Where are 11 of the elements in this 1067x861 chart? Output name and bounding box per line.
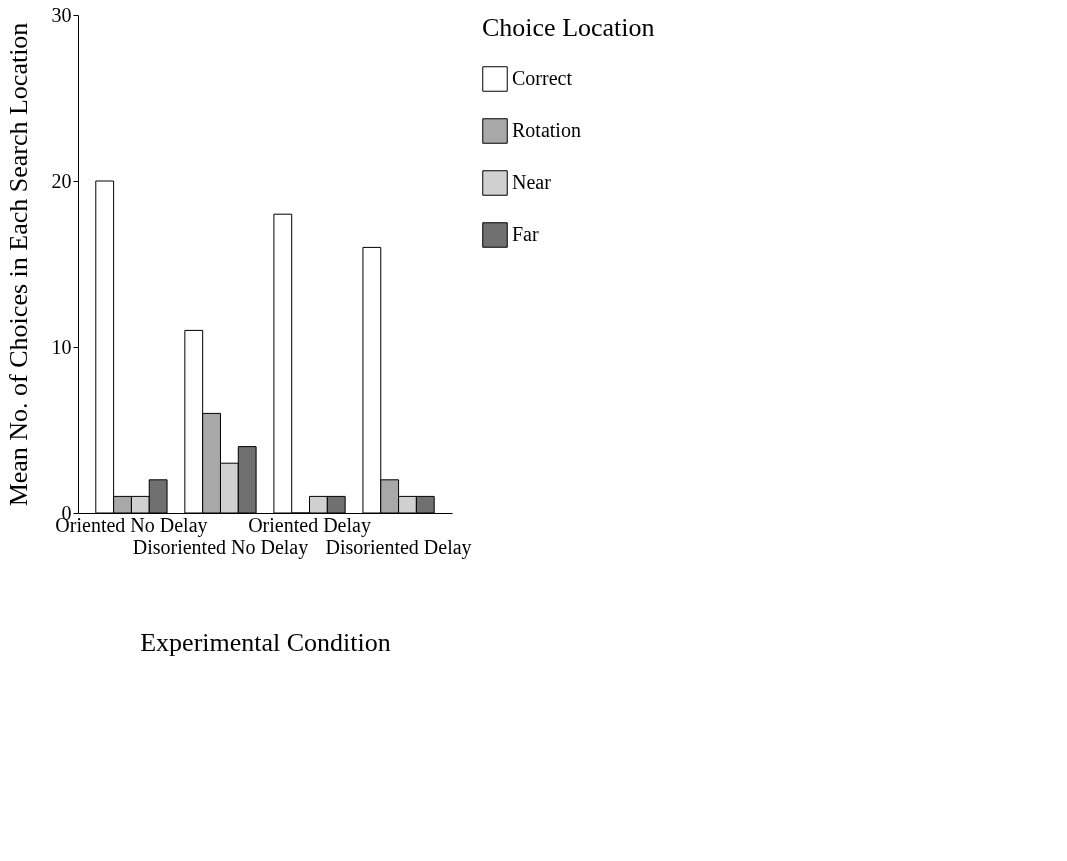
legend-label: Correct bbox=[512, 67, 573, 89]
y-tick-label: 30 bbox=[51, 3, 72, 26]
x-tick-label: Oriented Delay bbox=[248, 513, 371, 537]
y-axis-title: Mean No. of Choices in Each Search Location bbox=[3, 22, 33, 507]
legend-label: Far bbox=[512, 223, 539, 245]
y-tick-label: 20 bbox=[51, 169, 72, 192]
legend-label: Rotation bbox=[512, 119, 581, 141]
y-tick-label: 10 bbox=[51, 335, 72, 358]
x-axis-title: Experimental Condition bbox=[140, 627, 391, 657]
legend-label: Near bbox=[512, 171, 552, 193]
legend-title: Choice Location bbox=[482, 13, 655, 42]
